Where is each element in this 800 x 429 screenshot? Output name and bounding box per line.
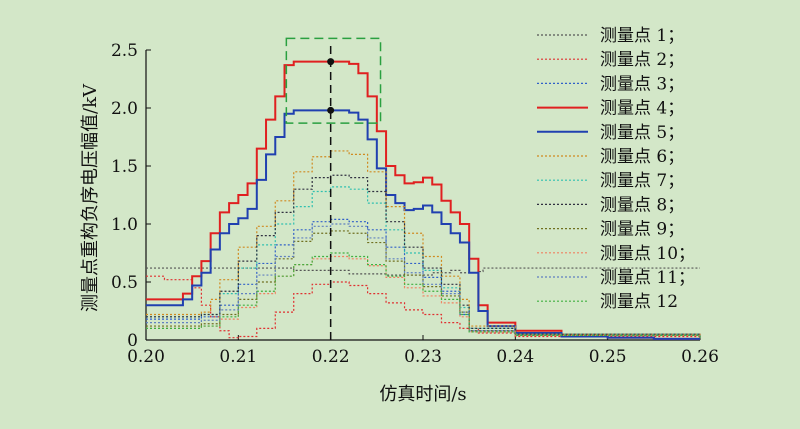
highlight-box: [285, 37, 382, 124]
series-line: [146, 230, 701, 338]
series-line: [146, 109, 700, 340]
legend-label: 测量点 4；: [600, 99, 684, 119]
x-tick-label: 0.23: [404, 347, 442, 367]
x-axis-title: 仿真时间/s: [379, 384, 466, 405]
peak-marker: [327, 106, 335, 114]
legend-label: 测量点 12: [600, 292, 678, 312]
y-tick-label: 1.5: [111, 157, 138, 177]
legend-label: 测量点 1；: [600, 26, 684, 46]
legend-label: 测量点 3；: [600, 74, 684, 94]
plot-area: 0.20 0.21 0.22 0.23 0.24 0.25 0.26 0 0.5 1.0 1.5 2.…: [111, 37, 719, 367]
legend-label: 测量点 8；: [600, 195, 684, 215]
legend-label: 测量点 10；: [600, 244, 695, 264]
legend-label: 测量点 11；: [600, 268, 695, 288]
legend-label: 测量点 9；: [600, 220, 684, 240]
y-tick-label: 2.5: [111, 41, 138, 61]
x-tick-label: 0.21: [219, 347, 257, 367]
legend: 测量点 1； 测量点 2； 测量点 3； 测量点 4； 测量点 5； 测量点 6； 测量点 …: [537, 26, 695, 312]
x-tick-label: 0.20: [127, 347, 165, 367]
legend-label: 测量点 7；: [600, 171, 684, 191]
series-line: [146, 60, 700, 340]
x-tick-label: 0.26: [681, 347, 719, 367]
y-tick-label: 0: [127, 331, 138, 351]
y-axis-title: 测量点重构负序电压幅值/kV: [80, 83, 101, 312]
y-axis-title-group: 测量点重构负序电压幅值/kV: [80, 83, 101, 312]
legend-label: 测量点 2；: [600, 50, 684, 70]
series-line: [146, 275, 701, 339]
x-tick-label: 0.25: [589, 347, 627, 367]
peak-marker: [327, 58, 335, 66]
legend-label: 测量点 6；: [600, 147, 684, 167]
x-tick-label: 0.22: [312, 347, 350, 367]
y-tick-label: 2.0: [111, 99, 138, 119]
series-line: [146, 218, 701, 338]
legend-label: 测量点 5；: [600, 123, 684, 143]
series-line: [146, 150, 701, 338]
y-tick-label: 1.0: [111, 215, 138, 235]
y-tick-label: 0.5: [111, 273, 138, 293]
x-tick-label: 0.24: [496, 347, 534, 367]
